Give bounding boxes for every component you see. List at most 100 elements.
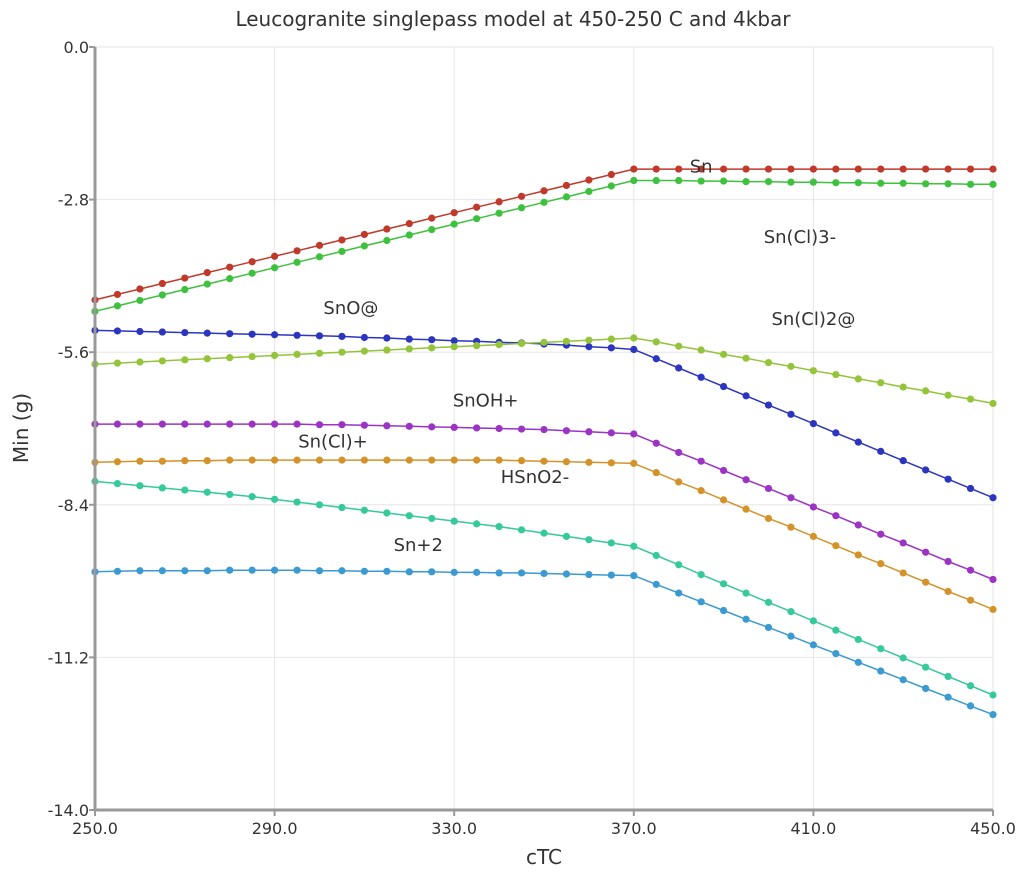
data-point — [630, 165, 638, 173]
data-point — [720, 382, 728, 391]
data-point — [293, 456, 301, 464]
data-point — [203, 457, 211, 465]
data-point — [203, 329, 211, 337]
data-point — [944, 391, 952, 399]
data-point — [697, 177, 705, 185]
data-point — [517, 457, 526, 465]
data-point — [966, 395, 975, 403]
data-point — [293, 498, 301, 506]
data-point — [899, 676, 907, 684]
data-point — [248, 352, 256, 361]
data-point — [181, 274, 189, 282]
data-point — [271, 252, 279, 260]
data-point — [989, 165, 997, 173]
data-point — [742, 354, 750, 362]
data-point — [720, 350, 728, 358]
data-point — [877, 179, 885, 187]
data-point — [742, 615, 750, 623]
data-point — [652, 355, 660, 363]
data-point — [226, 354, 234, 362]
data-point — [226, 420, 234, 428]
data-point — [675, 589, 683, 597]
data-point — [360, 421, 368, 429]
data-point — [989, 494, 997, 502]
data-point — [428, 336, 436, 344]
data-point — [675, 561, 683, 569]
data-point — [787, 165, 795, 173]
data-point — [473, 456, 481, 464]
data-point — [517, 425, 526, 433]
data-point — [383, 346, 391, 354]
data-point — [652, 439, 660, 447]
data-point — [899, 179, 907, 187]
series-labels: Sn Sn(Cl)3- SnO@ Sn(Cl)2@ SnOH+ Sn(Cl)+ HSnO2-… — [298, 156, 855, 556]
data-point — [630, 345, 638, 354]
data-point — [473, 520, 481, 528]
chart-title: Leucogranite singlepass model at 450-250… — [235, 7, 791, 31]
data-point — [271, 566, 279, 574]
data-point — [158, 484, 166, 492]
data-point — [271, 331, 279, 339]
data-point — [293, 331, 301, 339]
data-point — [315, 332, 324, 340]
data-point — [764, 623, 773, 632]
data-point — [966, 566, 975, 574]
data-point — [338, 456, 346, 464]
data-point — [113, 458, 122, 466]
data-point — [248, 566, 256, 574]
data-point — [540, 425, 548, 434]
data-point — [966, 702, 975, 710]
data-point — [877, 165, 885, 173]
data-point — [158, 457, 166, 465]
data-point — [158, 328, 166, 336]
x-tick-label: 450.0 — [970, 819, 1016, 838]
data-point — [248, 420, 256, 428]
data-point — [181, 486, 189, 494]
data-point — [607, 335, 615, 343]
data-point — [271, 495, 279, 503]
data-point — [158, 357, 166, 365]
data-point — [383, 422, 391, 430]
data-point — [652, 176, 660, 185]
series-Sn(Cl)+ — [91, 456, 997, 614]
data-point — [742, 589, 750, 597]
data-point — [630, 542, 638, 550]
data-point — [652, 551, 660, 560]
data-point — [495, 198, 503, 206]
data-point — [630, 176, 638, 185]
series-label: Sn+2 — [394, 535, 443, 556]
data-point — [809, 532, 818, 541]
y-axis-label: Min (g) — [9, 393, 33, 463]
data-point — [450, 337, 458, 345]
data-point — [248, 493, 256, 501]
data-point — [383, 567, 391, 575]
data-point — [854, 165, 862, 173]
x-tick-label: 330.0 — [431, 819, 477, 838]
data-point — [630, 459, 638, 467]
data-point — [383, 236, 391, 245]
data-point — [562, 181, 571, 190]
data-point — [585, 176, 593, 184]
data-point — [922, 387, 930, 395]
data-point — [944, 693, 952, 701]
data-point — [360, 506, 368, 514]
data-point — [360, 242, 368, 250]
data-point — [832, 512, 840, 520]
y-tick-label: -8.4 — [58, 496, 89, 515]
data-point — [315, 456, 324, 464]
data-point — [922, 180, 930, 188]
series-Sn(Cl)2@ — [91, 334, 997, 408]
series-label: Sn — [690, 156, 713, 177]
data-point — [450, 517, 458, 525]
data-point — [832, 649, 840, 658]
data-point — [697, 570, 705, 579]
data-point — [675, 448, 683, 457]
data-point — [203, 488, 211, 496]
series-HSnO2- — [91, 477, 997, 699]
series-Sn(Cl)3- — [91, 176, 997, 315]
data-point — [832, 165, 840, 173]
x-axis-label: cTC — [526, 845, 562, 869]
data-point — [338, 247, 346, 255]
data-point — [428, 214, 436, 222]
